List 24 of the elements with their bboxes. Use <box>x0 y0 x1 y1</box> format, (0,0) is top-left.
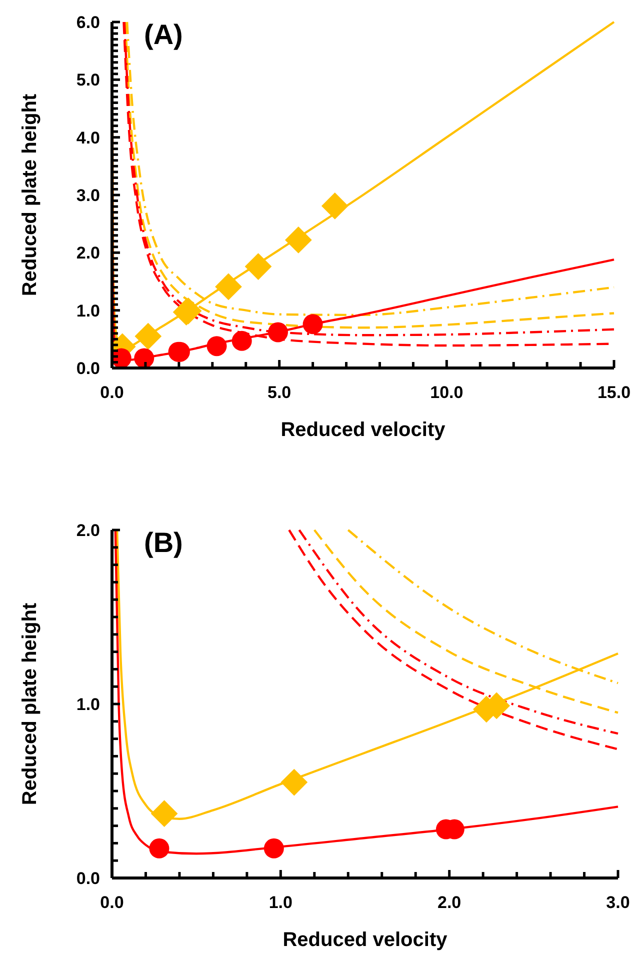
x-tick-label: 15.0 <box>597 383 631 402</box>
x-tick-label: 5.0 <box>268 383 292 402</box>
y-tick-label: 0.0 <box>76 869 100 888</box>
x-tick-label: 1.0 <box>268 893 292 912</box>
x-axis-title: Reduced velocity <box>280 419 446 441</box>
x-axis-title: Reduced velocity <box>282 929 448 951</box>
y-tick-label: 1.0 <box>76 695 100 714</box>
y-tick-label: 1.0 <box>76 301 100 320</box>
y-tick-label: 5.0 <box>76 70 100 90</box>
y-axis-title: Reduced plate height <box>19 602 41 806</box>
y-tick-label: 4.0 <box>76 128 100 148</box>
chart-title: (A) <box>144 19 183 50</box>
x-tick-label: 10.0 <box>430 383 464 402</box>
y-tick-label: 3.0 <box>76 186 100 205</box>
y-tick-label: 2.0 <box>76 521 100 540</box>
x-tick-label: 2.0 <box>438 893 462 912</box>
x-tick-label: 0.0 <box>100 383 124 402</box>
y-tick-label: 6.0 <box>76 13 100 32</box>
y-tick-label: 0.0 <box>76 359 100 378</box>
chart-title: (B) <box>144 527 183 558</box>
x-tick-label: 3.0 <box>606 893 630 912</box>
y-tick-label: 2.0 <box>76 244 100 263</box>
y-axis-title: Reduced plate height <box>19 94 41 296</box>
x-tick-label: 0.0 <box>100 893 124 912</box>
